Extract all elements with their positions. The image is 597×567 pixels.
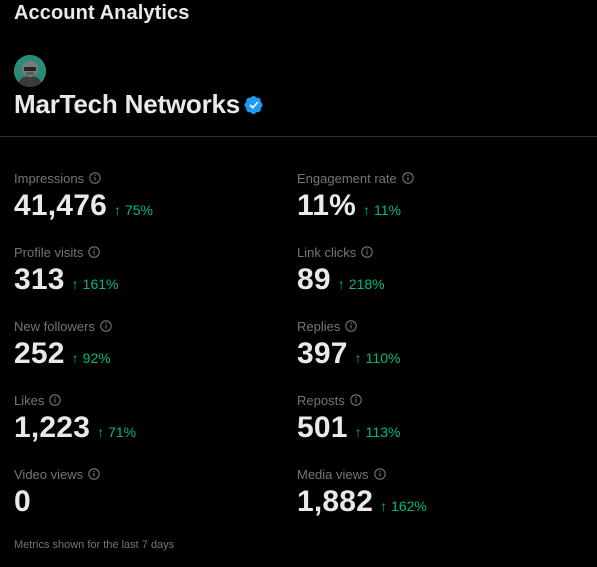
change-percent: 110% bbox=[365, 350, 401, 366]
metric-change: ↑ 75% bbox=[114, 202, 153, 218]
metric-media-views: Media views 1,882 ↑ 162% bbox=[297, 466, 567, 520]
avatar[interactable] bbox=[14, 55, 46, 87]
up-arrow-icon: ↑ bbox=[113, 202, 121, 218]
metric-reposts: Reposts 501 ↑ 113% bbox=[297, 392, 567, 446]
account-header: MarTech Networks bbox=[14, 89, 264, 120]
metric-change: ↑ 92% bbox=[72, 350, 111, 366]
up-arrow-icon: ↑ bbox=[363, 202, 370, 218]
metric-change: ↑ 71% bbox=[97, 424, 136, 440]
metric-impressions: Impressions 41,476 ↑ 75% bbox=[14, 170, 284, 224]
metric-likes: Likes 1,223 ↑ 71% bbox=[14, 392, 284, 446]
metric-label: Engagement rate bbox=[297, 170, 397, 186]
metric-value: 501 bbox=[297, 411, 348, 444]
info-icon[interactable] bbox=[373, 468, 386, 480]
metric-profile-visits: Profile visits 313 ↑ 161% bbox=[14, 244, 284, 298]
change-percent: 218% bbox=[348, 276, 385, 292]
change-percent: 161% bbox=[82, 276, 119, 292]
metric-value: 41,476 bbox=[14, 189, 107, 222]
verified-badge-icon bbox=[244, 95, 263, 114]
metric-link-clicks: Link clicks 89 ↑ 218% bbox=[297, 244, 567, 298]
metric-label: Media views bbox=[297, 466, 369, 482]
metric-change: ↑ 113% bbox=[355, 424, 401, 440]
metric-value: 0 bbox=[14, 485, 31, 518]
info-icon[interactable] bbox=[49, 394, 62, 406]
change-percent: 71% bbox=[108, 424, 137, 440]
metric-change: ↑ 218% bbox=[338, 276, 385, 292]
metric-value: 1,223 bbox=[14, 411, 91, 444]
footer-note: Metrics shown for the last 7 days bbox=[14, 539, 175, 551]
metric-label: Link clicks bbox=[297, 244, 357, 260]
metric-value: 313 bbox=[14, 263, 65, 296]
metric-value: 252 bbox=[14, 337, 65, 370]
avatar-image bbox=[14, 55, 46, 87]
metric-change: ↑ 162% bbox=[380, 498, 427, 514]
divider bbox=[0, 136, 597, 137]
up-arrow-icon: ↑ bbox=[354, 424, 362, 440]
change-percent: 11% bbox=[374, 202, 401, 218]
up-arrow-icon: ↑ bbox=[380, 498, 388, 514]
up-arrow-icon: ↑ bbox=[337, 276, 345, 292]
up-arrow-icon: ↑ bbox=[71, 276, 79, 292]
info-icon[interactable] bbox=[88, 246, 101, 258]
metric-label: Profile visits bbox=[14, 244, 84, 260]
change-percent: 113% bbox=[365, 424, 401, 440]
metric-label: Impressions bbox=[14, 170, 85, 186]
metric-value: 89 bbox=[297, 263, 331, 296]
account-name[interactable]: MarTech Networks bbox=[14, 89, 241, 119]
metric-new-followers: New followers 252 ↑ 92% bbox=[14, 318, 284, 372]
metric-value: 11% bbox=[297, 189, 356, 222]
page-title: Account Analytics bbox=[14, 2, 190, 24]
metric-replies: Replies 397 ↑ 110% bbox=[297, 318, 567, 372]
metric-video-views: Video views 0 bbox=[14, 466, 284, 520]
metric-value: 397 bbox=[297, 337, 348, 370]
up-arrow-icon: ↑ bbox=[354, 350, 362, 366]
metric-label: Reposts bbox=[297, 392, 345, 408]
info-icon[interactable] bbox=[89, 172, 101, 184]
change-percent: 162% bbox=[391, 498, 427, 514]
info-icon[interactable] bbox=[401, 172, 414, 184]
info-icon[interactable] bbox=[361, 246, 373, 258]
info-icon[interactable] bbox=[100, 320, 112, 332]
change-percent: 92% bbox=[82, 350, 111, 366]
info-icon[interactable] bbox=[88, 468, 100, 480]
metric-value: 1,882 bbox=[297, 485, 374, 518]
metric-label: New followers bbox=[14, 318, 95, 334]
metric-label: Likes bbox=[14, 392, 45, 408]
metric-change: ↑ 161% bbox=[72, 276, 119, 292]
change-percent: 75% bbox=[124, 202, 153, 218]
metric-label: Replies bbox=[297, 318, 341, 334]
up-arrow-icon: ↑ bbox=[97, 424, 105, 440]
metric-change: ↑ 110% bbox=[355, 350, 401, 366]
up-arrow-icon: ↑ bbox=[71, 350, 79, 366]
info-icon[interactable] bbox=[349, 394, 362, 406]
info-icon[interactable] bbox=[345, 320, 358, 332]
metric-engagement-rate: Engagement rate 11% ↑ 11% bbox=[297, 170, 567, 224]
metric-change: ↑ 11% bbox=[363, 202, 401, 218]
metric-label: Video views bbox=[14, 466, 84, 482]
